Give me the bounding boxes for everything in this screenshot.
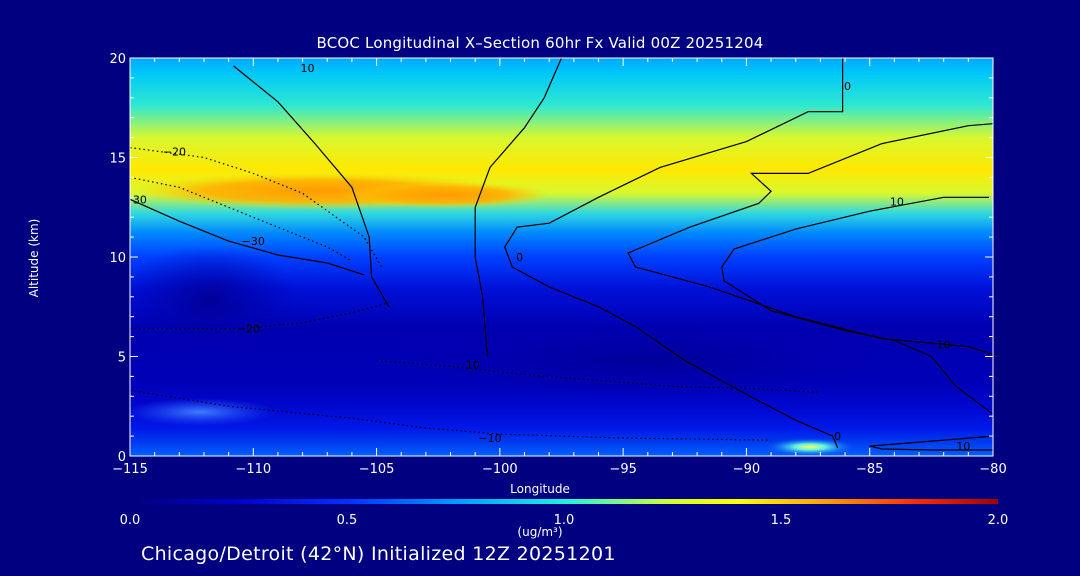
x-tick-label: −110: [235, 462, 271, 477]
contour-line: [627, 123, 993, 356]
x-tick-label: −100: [482, 462, 518, 477]
contour-line: [130, 302, 390, 330]
colorbar: [130, 499, 998, 504]
contour-line: [130, 389, 772, 441]
contour-line: [474, 58, 563, 357]
y-tick-label: 10: [109, 251, 126, 266]
chart-title: BCOC Longitudinal X–Section 60hr Fx Vali…: [316, 34, 764, 52]
contour-label: 10: [466, 358, 480, 371]
contour-label: −30: [242, 235, 265, 248]
y-tick-label: 15: [109, 152, 126, 167]
contour-label: −20: [237, 323, 260, 336]
colorbar-tick-label: 0.5: [337, 513, 358, 528]
contour-label: 10: [301, 62, 315, 75]
colorbar-tick-label: 1.5: [771, 513, 792, 528]
x-tick-label: −90: [733, 462, 760, 477]
contour-lines: [130, 58, 993, 451]
y-tick-label: 20: [109, 52, 126, 67]
x-tick-label: −95: [609, 462, 636, 477]
contour-label: −10: [478, 432, 501, 445]
field-mid-dark: [130, 245, 300, 355]
colorbar-label: (ug/m³): [517, 525, 563, 539]
contour-label: 10: [937, 339, 951, 352]
y-axis-label: Altitude (km): [27, 218, 41, 298]
colorbar-tick-labels: 0.0 0.5 1.0 1.5 2.0: [120, 513, 1009, 528]
x-tick-label: −115: [112, 462, 148, 477]
x-tick-label: −85: [856, 462, 883, 477]
contour-line: [721, 196, 993, 415]
y-tick-label: 0: [118, 450, 126, 465]
colorbar-tick-label: 0.0: [120, 513, 141, 528]
contour-line: [130, 147, 383, 268]
contour-label: 0: [844, 80, 851, 93]
contour-line: [130, 198, 365, 276]
contour-label: 0: [834, 430, 841, 443]
contour-label: 0: [516, 251, 523, 264]
contour-label: 30: [133, 193, 147, 206]
field-upper-max-core: [340, 182, 550, 208]
x-tick-label: −105: [359, 462, 395, 477]
footer-caption: Chicago/Detroit (42°N) Initialized 12Z 2…: [141, 543, 616, 565]
x-axis-label: Longitude: [510, 482, 570, 496]
contour-line: [504, 58, 844, 449]
contour-line: [869, 435, 993, 451]
field-low-west: [130, 398, 275, 426]
contour-label: −20: [163, 146, 186, 159]
x-tick-label: −80: [979, 462, 1006, 477]
field-mid-dark-east: [390, 320, 910, 400]
field-surface-peak: [765, 438, 855, 456]
colorbar-tick-label: 2.0: [988, 513, 1009, 528]
y-tick-label: 5: [118, 351, 126, 366]
contour-line: [233, 65, 390, 308]
colorbar-tick-label: 1.0: [554, 513, 575, 528]
colorbar-scale: [130, 499, 998, 504]
contour-line: [130, 176, 353, 262]
contour-label: 10: [956, 440, 970, 453]
concentration-field: [130, 58, 993, 456]
contour-labels: 10 −20 30 −30 −20 10 −10 0 0 10 10 0 10: [133, 62, 971, 453]
contour-label: 10: [890, 195, 904, 208]
